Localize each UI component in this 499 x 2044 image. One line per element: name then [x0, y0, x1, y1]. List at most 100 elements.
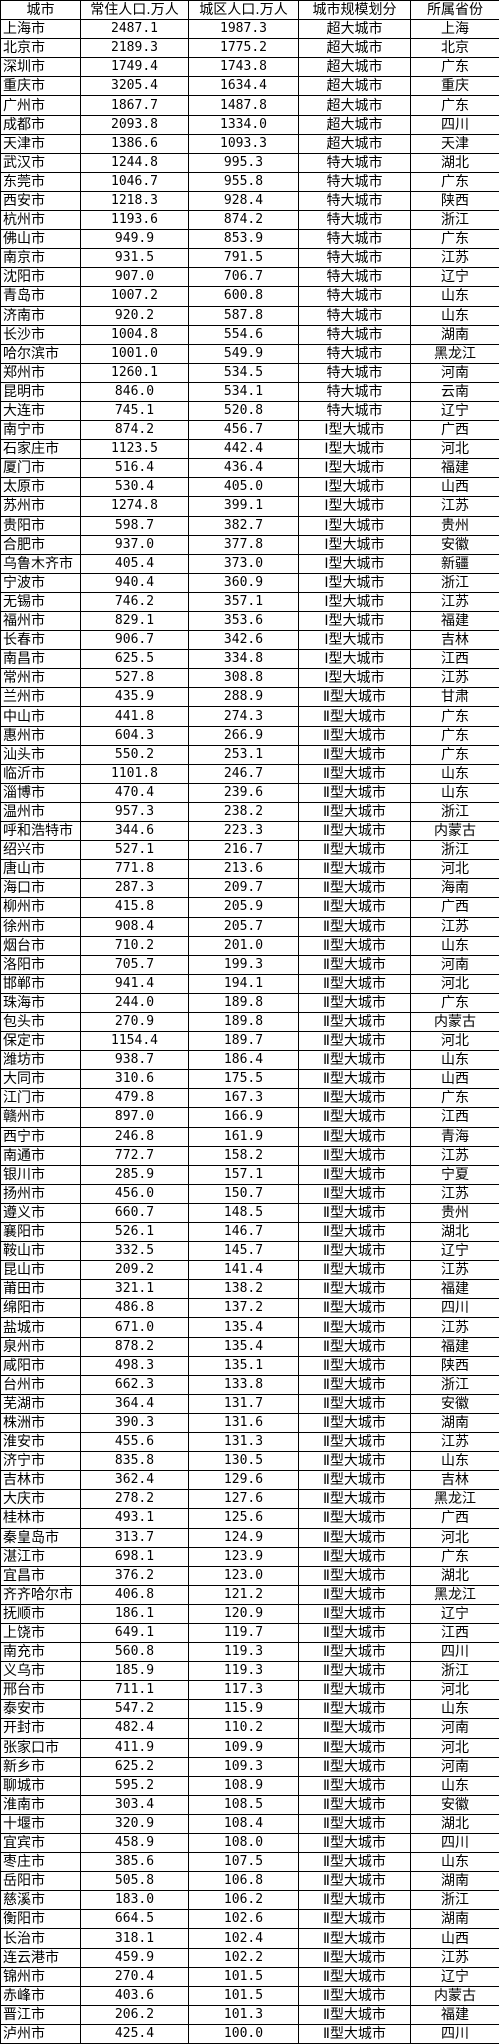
city-cell: 济南市 [1, 306, 81, 325]
province-cell: 河北 [411, 974, 499, 993]
city-scale-cell: Ⅱ型大城市 [299, 802, 411, 821]
urban-population-cell: 157.1 [189, 1165, 299, 1184]
city-cell: 咸阳市 [1, 1356, 81, 1375]
province-cell: 广东 [411, 230, 499, 249]
city-cell: 齐齐哈尔市 [1, 1585, 81, 1604]
resident-population-cell: 332.5 [81, 1242, 189, 1261]
city-cell: 合肥市 [1, 535, 81, 554]
urban-population-cell: 201.0 [189, 936, 299, 955]
urban-population-cell: 223.3 [189, 822, 299, 841]
city-cell: 柳州市 [1, 898, 81, 917]
urban-population-cell: 129.6 [189, 1471, 299, 1490]
resident-population-cell: 625.2 [81, 1757, 189, 1776]
city-cell: 东莞市 [1, 172, 81, 191]
city-cell: 福州市 [1, 612, 81, 631]
city-cell: 淮安市 [1, 1433, 81, 1452]
resident-population-cell: 931.5 [81, 249, 189, 268]
province-cell: 内蒙古 [411, 822, 499, 841]
city-scale-cell: Ⅰ型大城市 [299, 650, 411, 669]
resident-population-cell: 415.8 [81, 898, 189, 917]
province-cell: 辽宁 [411, 1604, 499, 1623]
city-scale-cell: 特大城市 [299, 249, 411, 268]
city-cell: 天津市 [1, 134, 81, 153]
city-cell: 贵阳市 [1, 516, 81, 535]
resident-population-cell: 470.4 [81, 783, 189, 802]
city-scale-cell: Ⅱ型大城市 [299, 1051, 411, 1070]
city-cell: 南通市 [1, 1146, 81, 1165]
resident-population-cell: 1101.8 [81, 764, 189, 783]
resident-population-cell: 498.3 [81, 1356, 189, 1375]
urban-population-cell: 117.3 [189, 1681, 299, 1700]
urban-population-cell: 382.7 [189, 516, 299, 535]
city-scale-cell: Ⅱ型大城市 [299, 1471, 411, 1490]
city-cell: 十堰市 [1, 1814, 81, 1833]
city-cell: 芜湖市 [1, 1394, 81, 1413]
city-cell: 上饶市 [1, 1623, 81, 1642]
city-scale-cell: Ⅱ型大城市 [299, 745, 411, 764]
city-cell: 常州市 [1, 669, 81, 688]
city-scale-cell: Ⅱ型大城市 [299, 1356, 411, 1375]
city-cell: 临沂市 [1, 764, 81, 783]
city-cell: 潍坊市 [1, 1051, 81, 1070]
resident-population-cell: 209.2 [81, 1261, 189, 1280]
province-cell: 福建 [411, 1337, 499, 1356]
urban-population-cell: 1334.0 [189, 115, 299, 134]
urban-population-cell: 175.5 [189, 1070, 299, 1089]
urban-population-cell: 131.7 [189, 1394, 299, 1413]
resident-population-cell: 698.1 [81, 1547, 189, 1566]
resident-population-cell: 1007.2 [81, 287, 189, 306]
city-scale-cell: 特大城市 [299, 172, 411, 191]
header-urban-population: 城区人口.万人 [189, 1, 299, 20]
city-scale-cell: Ⅱ型大城市 [299, 1528, 411, 1547]
province-cell: 福建 [411, 1280, 499, 1299]
city-scale-cell: Ⅱ型大城市 [299, 1910, 411, 1929]
province-cell: 湖北 [411, 1223, 499, 1242]
city-scale-cell: Ⅱ型大城市 [299, 783, 411, 802]
urban-population-cell: 166.9 [189, 1108, 299, 1127]
header-province: 所属省份 [411, 1, 499, 20]
city-cell: 无锡市 [1, 592, 81, 611]
city-scale-cell: Ⅱ型大城市 [299, 1738, 411, 1757]
province-cell: 广东 [411, 745, 499, 764]
city-cell: 开封市 [1, 1719, 81, 1738]
urban-population-cell: 106.2 [189, 1891, 299, 1910]
urban-population-cell: 357.1 [189, 592, 299, 611]
urban-population-cell: 1487.8 [189, 96, 299, 115]
province-cell: 贵州 [411, 1203, 499, 1222]
province-cell: 陕西 [411, 191, 499, 210]
urban-population-cell: 274.3 [189, 707, 299, 726]
city-cell: 绍兴市 [1, 841, 81, 860]
urban-population-cell: 189.7 [189, 1032, 299, 1051]
urban-population-cell: 442.4 [189, 440, 299, 459]
resident-population-cell: 403.6 [81, 1986, 189, 2005]
city-scale-cell: Ⅱ型大城市 [299, 917, 411, 936]
resident-population-cell: 649.1 [81, 1623, 189, 1642]
resident-population-cell: 1001.0 [81, 344, 189, 363]
province-cell: 广东 [411, 96, 499, 115]
resident-population-cell: 530.4 [81, 478, 189, 497]
resident-population-cell: 183.0 [81, 1891, 189, 1910]
resident-population-cell: 547.2 [81, 1700, 189, 1719]
resident-population-cell: 874.2 [81, 421, 189, 440]
city-cell: 盐城市 [1, 1318, 81, 1337]
city-scale-cell: Ⅱ型大城市 [299, 1700, 411, 1719]
